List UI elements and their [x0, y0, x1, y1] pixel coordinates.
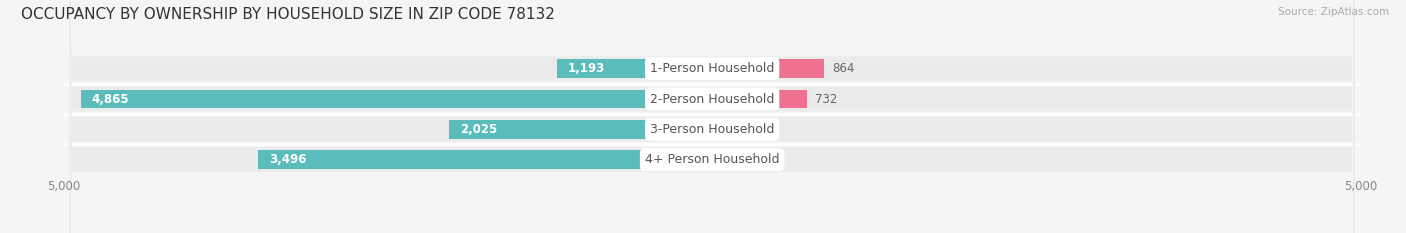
Text: 1-Person Household: 1-Person Household [650, 62, 775, 75]
FancyBboxPatch shape [70, 0, 1354, 233]
Text: 4+ Person Household: 4+ Person Household [645, 153, 779, 166]
Bar [713, 90, 807, 108]
Text: 2,025: 2,025 [460, 123, 496, 136]
Bar [259, 150, 713, 169]
Text: 197: 197 [745, 153, 768, 166]
Text: 1,193: 1,193 [568, 62, 605, 75]
Bar [557, 59, 713, 78]
Text: 2-Person Household: 2-Person Household [650, 93, 775, 106]
FancyBboxPatch shape [70, 0, 1354, 233]
Text: 3-Person Household: 3-Person Household [650, 123, 775, 136]
Bar [713, 150, 738, 169]
Bar [713, 59, 824, 78]
Bar [80, 90, 713, 108]
Text: 732: 732 [815, 93, 838, 106]
Text: 3,496: 3,496 [269, 153, 307, 166]
FancyBboxPatch shape [70, 0, 1354, 233]
Text: OCCUPANCY BY OWNERSHIP BY HOUSEHOLD SIZE IN ZIP CODE 78132: OCCUPANCY BY OWNERSHIP BY HOUSEHOLD SIZE… [21, 7, 555, 22]
FancyBboxPatch shape [70, 0, 1354, 233]
Text: 864: 864 [832, 62, 855, 75]
Bar [450, 120, 713, 139]
Text: 292: 292 [758, 123, 780, 136]
Text: Source: ZipAtlas.com: Source: ZipAtlas.com [1278, 7, 1389, 17]
Bar [713, 120, 749, 139]
Text: 4,865: 4,865 [91, 93, 129, 106]
